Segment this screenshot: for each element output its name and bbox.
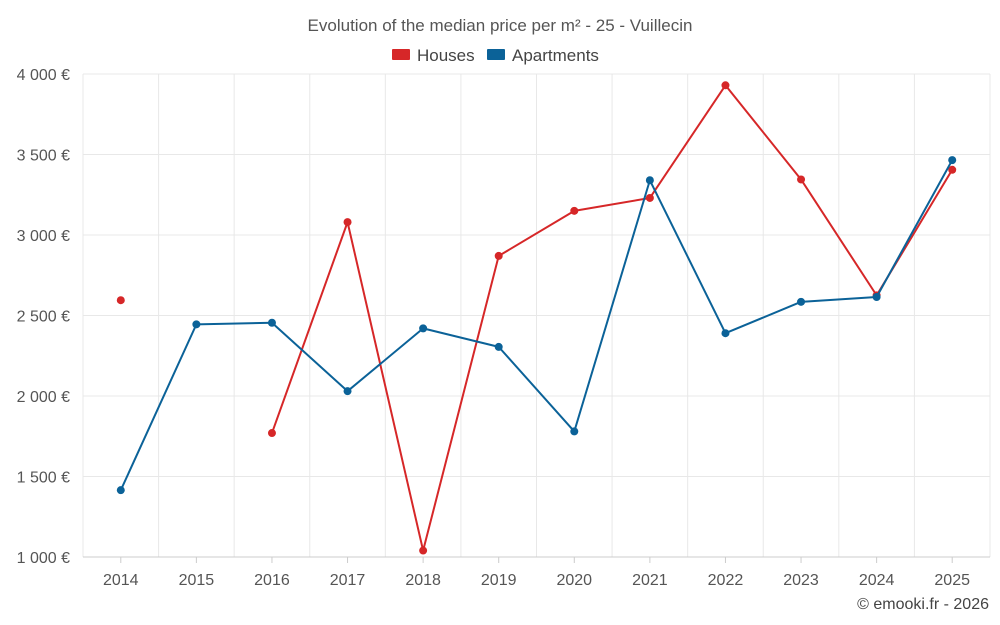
x-tick-label: 2024 bbox=[859, 572, 895, 589]
data-point-houses[interactable] bbox=[721, 81, 730, 90]
data-point-houses[interactable] bbox=[116, 296, 125, 305]
data-point-houses[interactable] bbox=[494, 251, 503, 260]
x-tick-label: 2015 bbox=[179, 572, 215, 589]
y-tick-label: 1 000 € bbox=[17, 550, 70, 567]
series-apartments bbox=[116, 156, 957, 495]
x-tick-label: 2025 bbox=[934, 572, 970, 589]
x-tick-label: 2014 bbox=[103, 572, 139, 589]
x-axis-ticks: 2014 2015 2016 2017 2018 2019 2020 2021 2022 2023… bbox=[103, 557, 970, 589]
y-tick-label: 3 000 € bbox=[17, 228, 70, 245]
y-tick-label: 2 500 € bbox=[17, 309, 70, 326]
legend-swatch-houses bbox=[392, 49, 410, 60]
data-point-apartments[interactable] bbox=[494, 342, 503, 351]
x-tick-label: 2019 bbox=[481, 572, 517, 589]
y-tick-label: 1 500 € bbox=[17, 470, 70, 487]
x-tick-label: 2017 bbox=[330, 572, 366, 589]
data-point-houses[interactable] bbox=[797, 175, 806, 184]
data-point-apartments[interactable] bbox=[797, 297, 806, 306]
y-tick-label: 3 500 € bbox=[17, 148, 70, 165]
x-tick-label: 2021 bbox=[632, 572, 668, 589]
series-line-houses bbox=[271, 84, 954, 552]
y-axis-ticks: 1 000 € 1 500 € 2 000 € 2 500 € 3 000 € 3 500… bbox=[17, 67, 70, 567]
legend-label-apartments: Apartments bbox=[512, 46, 599, 65]
x-tick-label: 2018 bbox=[405, 572, 441, 589]
legend-swatch-apartments bbox=[487, 49, 505, 60]
chart-title: Evolution of the median price per m² - 2… bbox=[308, 16, 693, 35]
data-point-houses[interactable] bbox=[570, 206, 579, 215]
data-point-apartments[interactable] bbox=[570, 427, 579, 436]
data-point-houses[interactable] bbox=[343, 218, 352, 227]
data-point-houses[interactable] bbox=[267, 429, 276, 438]
y-tick-label: 2 000 € bbox=[17, 389, 70, 406]
legend: Houses Apartments bbox=[392, 46, 599, 65]
x-tick-label: 2023 bbox=[783, 572, 819, 589]
series bbox=[116, 81, 957, 555]
data-point-apartments[interactable] bbox=[721, 329, 730, 338]
gridlines bbox=[82, 73, 991, 557]
legend-item-apartments[interactable]: Apartments bbox=[487, 46, 599, 65]
data-point-apartments[interactable] bbox=[645, 176, 654, 185]
data-point-apartments[interactable] bbox=[116, 486, 125, 495]
x-tick-label: 2020 bbox=[556, 572, 592, 589]
data-point-apartments[interactable] bbox=[872, 292, 881, 301]
legend-label-houses: Houses bbox=[417, 46, 475, 65]
data-point-apartments[interactable] bbox=[948, 156, 957, 165]
credit-text: © emooki.fr - 2026 bbox=[857, 596, 989, 613]
data-point-apartments[interactable] bbox=[343, 387, 352, 396]
data-point-apartments[interactable] bbox=[192, 320, 201, 329]
y-tick-label: 4 000 € bbox=[17, 67, 70, 84]
data-point-apartments[interactable] bbox=[267, 318, 276, 327]
data-point-houses[interactable] bbox=[419, 546, 428, 555]
series-houses bbox=[116, 81, 957, 555]
x-tick-label: 2022 bbox=[708, 572, 744, 589]
legend-item-houses[interactable]: Houses bbox=[392, 46, 475, 65]
data-point-houses[interactable] bbox=[645, 193, 654, 202]
data-point-houses[interactable] bbox=[948, 165, 957, 174]
data-point-apartments[interactable] bbox=[419, 324, 428, 333]
x-tick-label: 2016 bbox=[254, 572, 290, 589]
series-line-apartments bbox=[119, 159, 954, 491]
